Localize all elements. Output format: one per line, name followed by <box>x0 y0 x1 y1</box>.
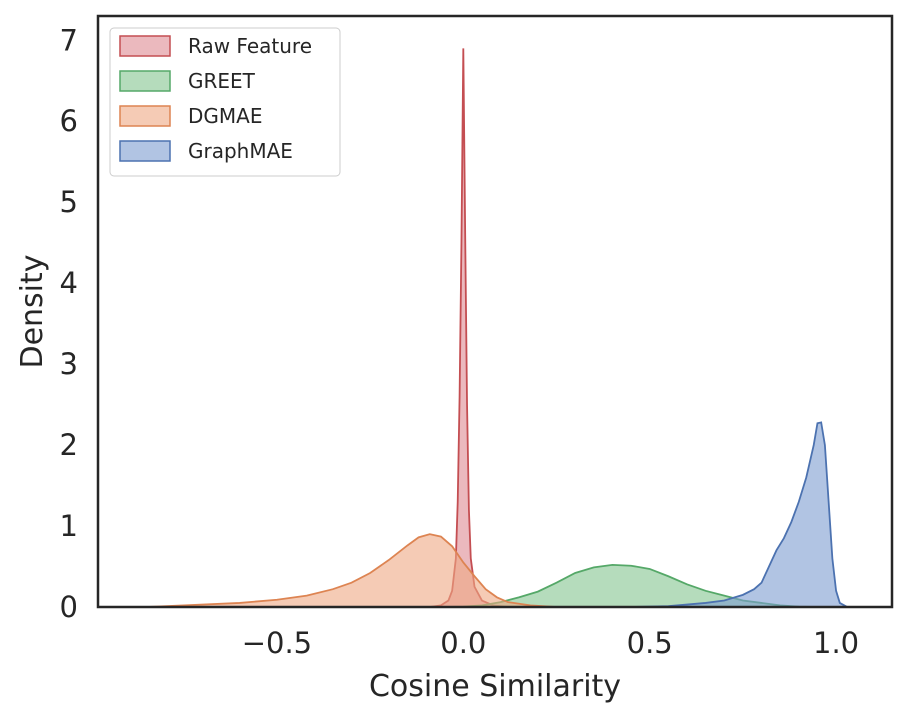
y-tick-label: 5 <box>60 185 78 219</box>
legend-label-graphmae: GraphMAE <box>188 139 293 163</box>
plot-frame <box>96 14 894 609</box>
y-tick-label: 7 <box>60 23 78 57</box>
legend-box <box>109 27 341 177</box>
y-tick-label: 1 <box>60 509 78 543</box>
legend-swatch-raw-feature <box>119 35 171 57</box>
plot-area <box>146 48 848 608</box>
x-axis-ticks: −0.5 0.0 0.5 1.0 <box>242 626 859 660</box>
x-tick-label: −0.5 <box>242 626 312 660</box>
y-tick-label: 6 <box>60 104 78 138</box>
y-tick-label: 3 <box>60 347 78 381</box>
y-tick-label: 2 <box>60 428 78 462</box>
density-line-graphmae <box>631 421 848 608</box>
y-tick-label: 0 <box>60 590 78 624</box>
y-tick-label: 4 <box>60 266 78 300</box>
legend-label-greet: GREET <box>188 69 256 93</box>
density-line-dgmae <box>146 533 557 608</box>
x-tick-label: 1.0 <box>813 626 859 660</box>
x-tick-label: 0.0 <box>440 626 486 660</box>
x-axis-label: Cosine Similarity <box>369 669 621 704</box>
legend-swatch-dgmae <box>119 105 171 127</box>
density-area-dgmae <box>146 534 557 607</box>
y-axis-label: Density <box>15 254 50 368</box>
y-axis-ticks: 0 1 2 3 4 5 6 7 <box>60 23 78 624</box>
legend-label-dgmae: DGMAE <box>188 104 262 128</box>
legend-swatch-greet <box>119 70 171 92</box>
density-line-raw-feature <box>429 48 509 608</box>
legend: Raw Feature GREET DGMAE GraphMAE <box>109 27 341 177</box>
density-area-graphmae <box>631 422 848 607</box>
legend-label-raw-feature: Raw Feature <box>188 34 312 58</box>
x-tick-label: 0.5 <box>627 626 673 660</box>
legend-swatch-graphmae <box>119 140 171 162</box>
